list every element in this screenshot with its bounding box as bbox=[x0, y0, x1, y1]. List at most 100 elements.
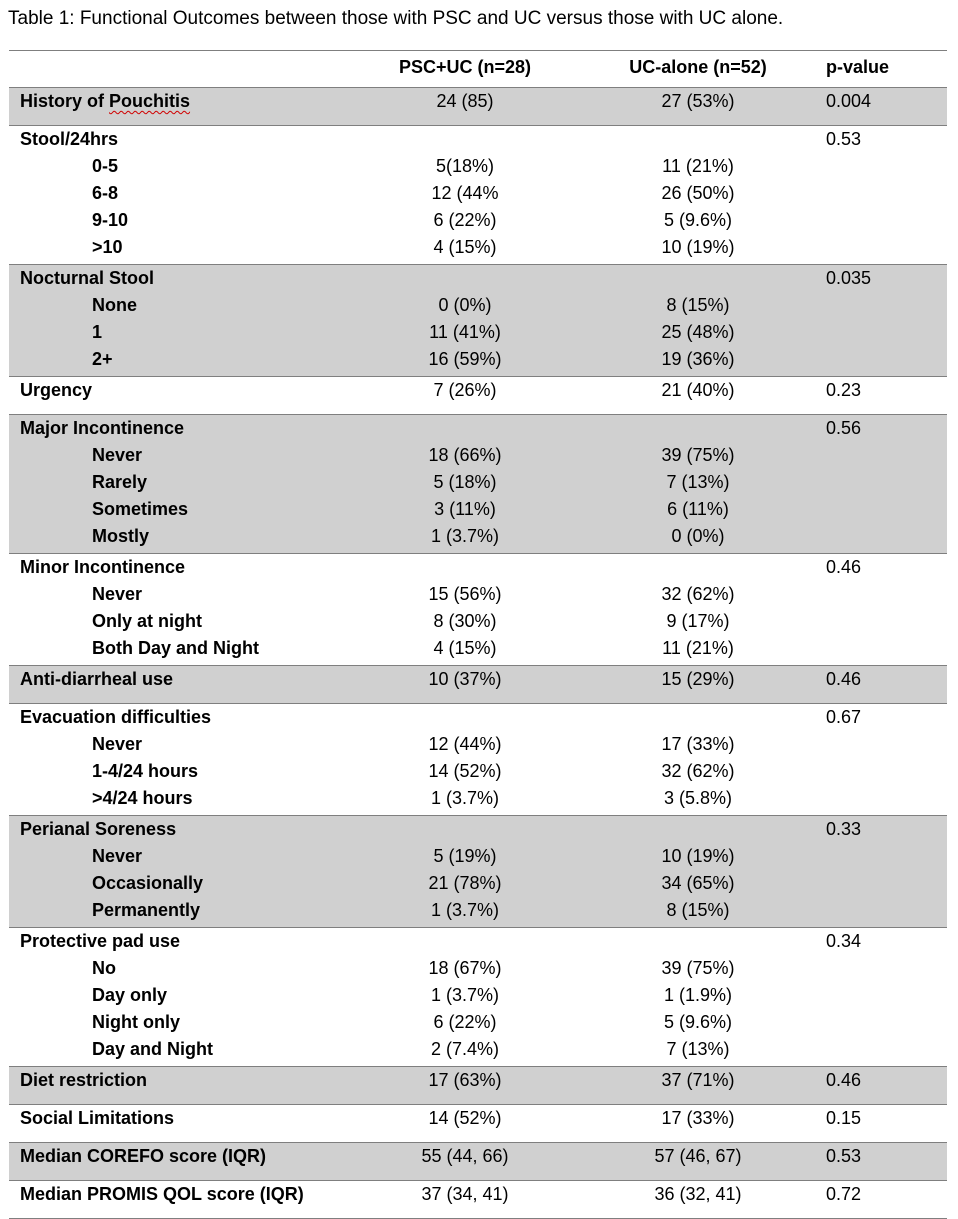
table-subrow: 0-5 5(18%) 11 (21%) bbox=[9, 153, 947, 180]
table-row-group: Diet restriction 17 (63%) 37 (71%) 0.46 bbox=[9, 1067, 947, 1105]
psc-uc-value: 8 (30%) bbox=[433, 611, 497, 631]
table-row-group: Median COREFO score (IQR) 55 (44, 66) 57 (… bbox=[9, 1143, 947, 1181]
subrow-label: Never bbox=[92, 445, 143, 465]
header-uc-alone: UC-alone (n=52) bbox=[629, 57, 767, 77]
table-row: Urgency 7 (26%) 21 (40%) 0.23 bbox=[9, 377, 947, 404]
subrow-label: Never bbox=[92, 846, 143, 866]
psc-uc-value: 0 (0%) bbox=[438, 295, 492, 315]
table-subrow: Night only 6 (22%) 5 (9.6%) bbox=[9, 1009, 947, 1036]
table-row: Evacuation difficulties 0.67 bbox=[9, 704, 947, 731]
psc-uc-value: 5 (19%) bbox=[433, 846, 497, 866]
table-row-group: Nocturnal Stool 0.035 None 0 (0%) 8 (15%) 1 11… bbox=[9, 265, 947, 377]
psc-uc-value: 4 (15%) bbox=[433, 638, 497, 658]
psc-uc-value: 5 (18%) bbox=[433, 472, 497, 492]
outcomes-table: PSC+UC (n=28) UC-alone (n=52) p-value Hi… bbox=[9, 50, 947, 1219]
uc-alone-value: 1 (1.9%) bbox=[663, 985, 733, 1005]
uc-alone-value: 57 (46, 67) bbox=[654, 1146, 742, 1166]
p-value: 0.004 bbox=[826, 91, 872, 111]
subrow-label: 6-8 bbox=[92, 183, 119, 203]
psc-uc-value: 37 (34, 41) bbox=[421, 1184, 509, 1204]
table-subrow: 9-10 6 (22%) 5 (9.6%) bbox=[9, 207, 947, 234]
header-p-value: p-value bbox=[826, 57, 890, 77]
p-value: 0.56 bbox=[826, 418, 862, 438]
table-subrow: Rarely 5 (18%) 7 (13%) bbox=[9, 469, 947, 496]
table-row: Minor Incontinence 0.46 bbox=[9, 554, 947, 581]
uc-alone-value: 17 (33%) bbox=[661, 734, 735, 754]
header-psc-uc: PSC+UC (n=28) bbox=[398, 57, 532, 77]
table-row: Stool/24hrs 0.53 bbox=[9, 126, 947, 153]
table-subrow: Both Day and Night 4 (15%) 11 (21%) bbox=[9, 635, 947, 662]
p-value: 0.23 bbox=[826, 380, 862, 400]
psc-uc-value: 7 (26%) bbox=[433, 380, 497, 400]
table-row-group: Major Incontinence 0.56 Never 18 (66%) 39 (7… bbox=[9, 415, 947, 554]
table-subrow: No 18 (67%) 39 (75%) bbox=[9, 955, 947, 982]
uc-alone-value: 26 (50%) bbox=[661, 183, 735, 203]
uc-alone-value: 7 (13%) bbox=[666, 1039, 730, 1059]
table-row-group: Anti-diarrheal use 10 (37%) 15 (29%) 0.46 bbox=[9, 666, 947, 704]
p-value: 0.67 bbox=[826, 707, 862, 727]
table-row: Social Limitations 14 (52%) 17 (33%) 0.15 bbox=[9, 1105, 947, 1132]
subrow-label: Never bbox=[92, 584, 143, 604]
uc-alone-value: 8 (15%) bbox=[666, 900, 730, 920]
p-value: 0.34 bbox=[826, 931, 862, 951]
psc-uc-value: 15 (56%) bbox=[428, 584, 502, 604]
psc-uc-value: 16 (59%) bbox=[428, 349, 502, 369]
table-subrow: Occasionally 21 (78%) 34 (65%) bbox=[9, 870, 947, 897]
subrow-label: Rarely bbox=[92, 472, 148, 492]
uc-alone-value: 11 (21%) bbox=[662, 156, 734, 176]
p-value: 0.46 bbox=[826, 1070, 862, 1090]
table-row: Protective pad use 0.34 bbox=[9, 928, 947, 955]
row-label: Anti-diarrheal use bbox=[20, 669, 174, 689]
spellcheck-word: Pouchitis bbox=[109, 91, 191, 111]
table-subrow: Permanently 1 (3.7%) 8 (15%) bbox=[9, 897, 947, 924]
table-row-group: Median PROMIS QOL score (IQR) 37 (34, 41)… bbox=[9, 1181, 947, 1219]
psc-uc-value: 14 (52%) bbox=[428, 1108, 502, 1128]
uc-alone-value: 21 (40%) bbox=[661, 380, 735, 400]
table-row: Nocturnal Stool 0.035 bbox=[9, 265, 947, 292]
psc-uc-value: 18 (67%) bbox=[428, 958, 502, 978]
p-value: 0.46 bbox=[826, 557, 862, 577]
row-label: Perianal Soreness bbox=[20, 819, 177, 839]
subrow-label: Only at night bbox=[92, 611, 202, 631]
table-subrow: Sometimes 3 (11%) 6 (11%) bbox=[9, 496, 947, 523]
table-row-group: Stool/24hrs 0.53 0-5 5(18%) 11 (21%) 6-8 12 (4… bbox=[9, 126, 947, 265]
subrow-label: >10 bbox=[92, 237, 123, 257]
psc-uc-value: 21 (78%) bbox=[428, 873, 502, 893]
subrow-label: None bbox=[92, 295, 137, 315]
table-row-group: Minor Incontinence 0.46 Never 15 (56%) 32 (6… bbox=[9, 554, 947, 666]
table-row: Diet restriction 17 (63%) 37 (71%) 0.46 bbox=[9, 1067, 947, 1094]
row-label: Stool/24hrs bbox=[20, 129, 119, 149]
table-subrow: Only at night 8 (30%) 9 (17%) bbox=[9, 608, 947, 635]
uc-alone-value: 3 (5.8%) bbox=[663, 788, 733, 808]
psc-uc-value: 55 (44, 66) bbox=[421, 1146, 509, 1166]
p-value: 0.46 bbox=[826, 669, 862, 689]
table-row-group: Evacuation difficulties 0.67 Never 12 (44%)… bbox=[9, 704, 947, 816]
table-row-group: History of Pouchitis 24 (85) 27 (53%) 0.004 bbox=[9, 88, 947, 126]
uc-alone-value: 34 (65%) bbox=[661, 873, 735, 893]
uc-alone-value: 11 (21%) bbox=[662, 638, 734, 658]
table-subrow: None 0 (0%) 8 (15%) bbox=[9, 292, 947, 319]
table-row: Median COREFO score (IQR) 55 (44, 66) 57 (… bbox=[9, 1143, 947, 1170]
psc-uc-value: 12 (44%) bbox=[428, 734, 502, 754]
row-label: Nocturnal Stool bbox=[20, 268, 154, 288]
uc-alone-value: 9 (17%) bbox=[666, 611, 730, 631]
psc-uc-value: 1 (3.7%) bbox=[430, 900, 500, 920]
row-label: History of Pouchitis bbox=[20, 91, 190, 112]
uc-alone-value: 32 (62%) bbox=[661, 584, 735, 604]
subrow-label: Both Day and Night bbox=[92, 638, 259, 658]
psc-uc-value: 6 (22%) bbox=[433, 210, 497, 230]
uc-alone-value: 39 (75%) bbox=[661, 445, 735, 465]
subrow-label: Day and Night bbox=[92, 1039, 214, 1059]
table-subrow: Mostly 1 (3.7%) 0 (0%) bbox=[9, 523, 947, 550]
row-label: Protective pad use bbox=[20, 931, 181, 951]
table-subrow: Never 5 (19%) 10 (19%) bbox=[9, 843, 947, 870]
subrow-label: 0-5 bbox=[92, 156, 119, 176]
psc-uc-value: 24 (85) bbox=[436, 91, 494, 111]
table-subrow: 1-4/24 hours 14 (52%) 32 (62%) bbox=[9, 758, 947, 785]
psc-uc-value: 1 (3.7%) bbox=[430, 985, 500, 1005]
subrow-label: 9-10 bbox=[92, 210, 129, 230]
psc-uc-value: 18 (66%) bbox=[428, 445, 502, 465]
uc-alone-value: 7 (13%) bbox=[666, 472, 730, 492]
table-subrow: 1 11 (41%) 25 (48%) bbox=[9, 319, 947, 346]
uc-alone-value: 19 (36%) bbox=[661, 349, 735, 369]
